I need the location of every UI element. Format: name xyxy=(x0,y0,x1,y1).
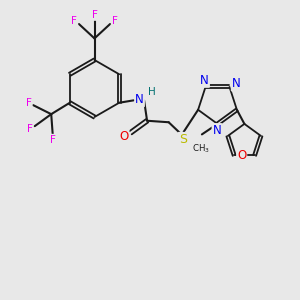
Text: O: O xyxy=(237,149,246,162)
Text: N: N xyxy=(232,77,241,91)
Text: S: S xyxy=(179,133,187,146)
Text: O: O xyxy=(119,130,129,143)
Text: CH$_3$: CH$_3$ xyxy=(192,143,210,155)
Text: N: N xyxy=(135,93,144,106)
Text: F: F xyxy=(27,124,33,134)
Text: F: F xyxy=(112,16,118,26)
Text: F: F xyxy=(71,16,77,26)
Text: F: F xyxy=(92,10,98,20)
Text: N: N xyxy=(212,124,221,137)
Text: F: F xyxy=(50,135,56,145)
Text: F: F xyxy=(26,98,32,108)
Text: H: H xyxy=(148,87,156,97)
Text: N: N xyxy=(200,74,209,87)
